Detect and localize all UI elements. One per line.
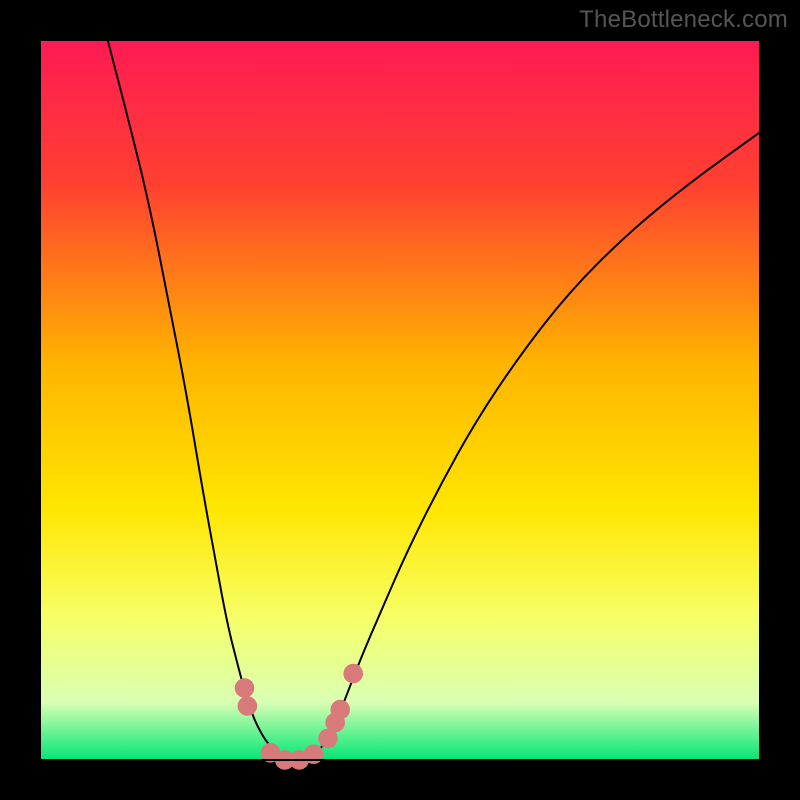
data-marker — [304, 744, 324, 764]
plot-area — [40, 40, 760, 760]
data-marker — [235, 678, 255, 698]
data-marker — [343, 664, 363, 684]
watermark-text: TheBottleneck.com — [579, 6, 788, 34]
data-marker — [238, 696, 258, 716]
bottleneck-chart — [0, 0, 800, 800]
data-marker — [330, 700, 350, 720]
